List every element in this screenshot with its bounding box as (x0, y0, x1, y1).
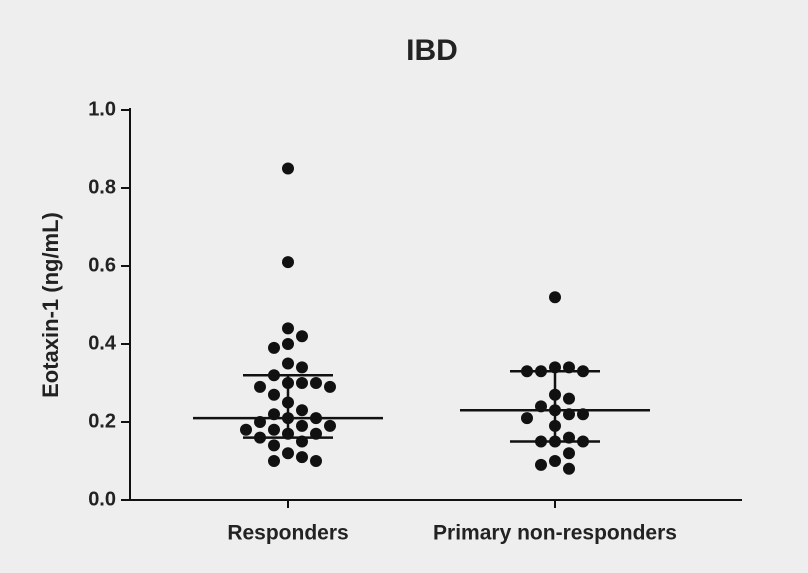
data-point (296, 377, 308, 389)
y-tick-label: 0.6 (88, 254, 116, 276)
y-tick-label: 0.0 (88, 488, 116, 510)
data-point (296, 451, 308, 464)
data-point (282, 256, 294, 269)
y-tick-label: 0.4 (88, 332, 117, 354)
data-point (282, 322, 294, 335)
data-point (254, 380, 266, 393)
data-point (324, 380, 336, 393)
data-point (310, 377, 322, 389)
y-tick-label: 1.0 (88, 98, 116, 120)
data-point (563, 462, 575, 475)
data-point (324, 419, 336, 432)
data-point (282, 162, 294, 175)
data-point (268, 341, 280, 354)
data-point (549, 291, 561, 304)
data-point (296, 330, 308, 343)
data-point (549, 455, 561, 467)
data-point (268, 439, 280, 452)
data-point (282, 338, 294, 350)
chart-title: IBD (406, 34, 458, 67)
data-point (268, 388, 280, 401)
x-tick-label: Primary non-responders (433, 522, 677, 545)
y-tick-label: 0.2 (88, 410, 116, 432)
y-axis-label: Eotaxin-1 (ng/mL) (38, 212, 63, 398)
data-point (563, 447, 575, 460)
data-point (282, 357, 294, 370)
y-tick-label: 0.8 (88, 176, 116, 198)
data-point (296, 404, 308, 417)
data-point (268, 423, 280, 436)
data-point (563, 392, 575, 405)
data-point (268, 455, 280, 467)
data-point (296, 361, 308, 374)
data-point (240, 423, 252, 436)
data-point (282, 447, 294, 460)
x-tick-label: Responders (227, 522, 348, 545)
data-point (296, 419, 308, 432)
data-point (535, 458, 547, 471)
data-point (521, 412, 533, 425)
data-point (310, 455, 322, 467)
